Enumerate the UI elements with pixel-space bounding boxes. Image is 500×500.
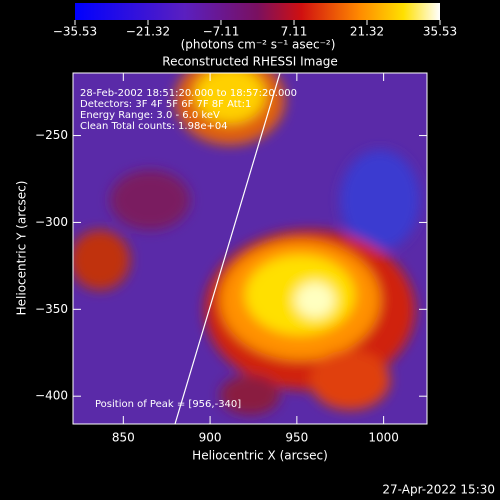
peak-note: Position of Peak = [956,-340] bbox=[95, 399, 241, 410]
colorbar-tick-label: 35.53 bbox=[423, 25, 457, 39]
image bbox=[73, 73, 427, 424]
annotation: Energy Range: 3.0 - 6.0 keV bbox=[80, 110, 220, 121]
colorbar-tick-label: 21.32 bbox=[350, 25, 384, 39]
y-tick-label: −350 bbox=[35, 302, 68, 316]
x-tick-label: 900 bbox=[199, 431, 222, 445]
x-tick-label: 950 bbox=[285, 431, 308, 445]
x-tick-label: 850 bbox=[112, 431, 135, 445]
annotation: 28-Feb-2002 18:51:20.000 to 18:57:20.000 bbox=[80, 88, 297, 99]
y-axis-label: Heliocentric Y (arcsec) bbox=[15, 181, 29, 316]
colorbar-label: (photons cm⁻² s⁻¹ asec⁻²) bbox=[181, 38, 336, 52]
plot-frame bbox=[72, 72, 428, 425]
annotation: Detectors: 3F 4F 5F 6F 7F 8F Att:1 bbox=[80, 99, 251, 110]
y-tick-label: −400 bbox=[35, 389, 68, 403]
colorbar-tick-label: −21.32 bbox=[126, 25, 170, 39]
y-tick-label: −300 bbox=[35, 215, 68, 229]
timestamp: 27-Apr-2022 15:30 bbox=[382, 483, 495, 497]
colorbar bbox=[75, 3, 440, 20]
colorbar-tick-label: −7.11 bbox=[203, 25, 240, 39]
x-tick-label: 1000 bbox=[368, 431, 399, 445]
colorbar-tick-label: 7.11 bbox=[281, 25, 308, 39]
annotation: Clean Total counts: 1.98e+04 bbox=[80, 121, 228, 132]
chart-title: Reconstructed RHESSI Image bbox=[162, 55, 337, 69]
colorbar-tick-label: −35.53 bbox=[53, 25, 97, 39]
y-tick-label: −250 bbox=[35, 128, 68, 142]
x-axis-label: Heliocentric X (arcsec) bbox=[192, 449, 328, 463]
